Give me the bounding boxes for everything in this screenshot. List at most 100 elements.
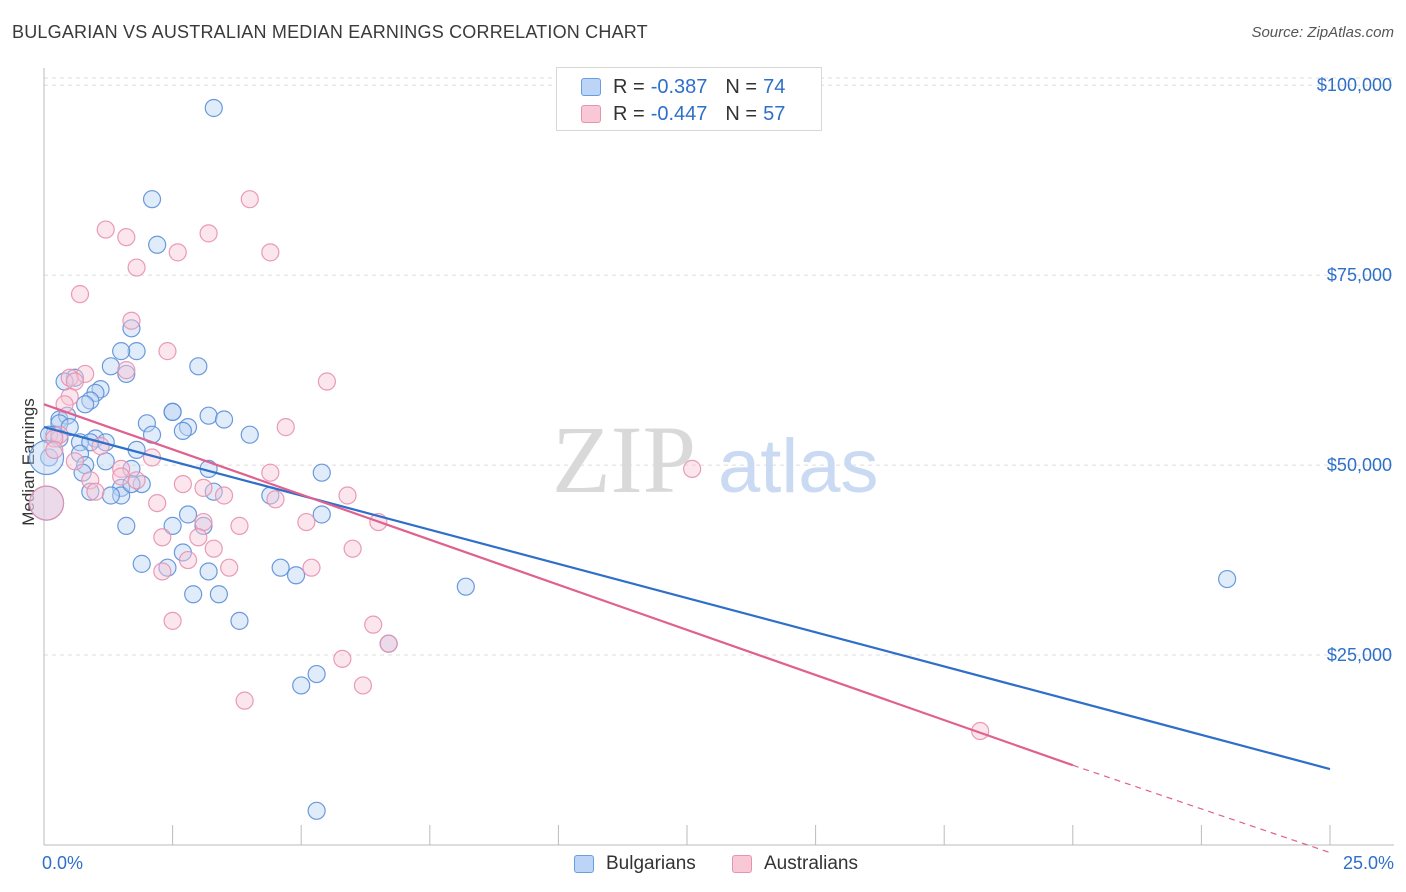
australians-point — [65, 452, 84, 471]
australians-point — [153, 528, 172, 547]
australians-point — [364, 615, 383, 634]
bulgarians-point — [307, 801, 326, 820]
australians-point — [189, 528, 208, 547]
watermark: ZIP atlas — [552, 406, 879, 513]
legend-n-value: 57 — [763, 102, 786, 125]
bulgarians-point — [76, 395, 95, 414]
australians-point — [148, 493, 167, 513]
bulgarians-point — [312, 505, 331, 524]
bulgarians-point — [230, 611, 249, 630]
legend-r-label: R = — [613, 102, 645, 125]
bottom-legend-label-australians: Australians — [764, 853, 858, 874]
legend-r-value: -0.447 — [650, 102, 708, 125]
bulgarians-point — [60, 418, 79, 437]
australians-point — [343, 539, 362, 558]
australians-point — [266, 490, 285, 509]
australians-point — [70, 285, 90, 304]
australians-point — [153, 562, 172, 581]
australians-point — [317, 372, 337, 391]
bulgarians-point — [307, 664, 326, 684]
australians-point — [333, 649, 352, 668]
bulgarians-point — [178, 505, 198, 524]
australians-point — [297, 512, 316, 532]
bulgarians-point — [292, 676, 311, 695]
australians-point — [28, 485, 65, 521]
bulgarians-point — [271, 558, 290, 577]
australians-point — [173, 474, 192, 494]
watermark-atlas: atlas — [718, 424, 879, 509]
australians-point — [168, 243, 187, 262]
source-label: Source: ZipAtlas.com — [1251, 24, 1394, 41]
australians-point — [45, 440, 64, 460]
gridlines — [44, 77, 1394, 656]
bulgarians-trend-line — [43, 426, 1331, 771]
australians-trend-extension — [1072, 764, 1331, 854]
australians-point — [55, 395, 74, 414]
bulgarians-point — [199, 406, 218, 425]
bottom-legend-swatch-blue — [574, 855, 594, 873]
bulgarians-point — [117, 364, 136, 384]
x-tick-labels: 0.0% 25.0% — [42, 853, 1394, 873]
x-tick-label-left: 0.0% — [42, 853, 83, 873]
y-tick-label: $75,000 — [1327, 265, 1392, 285]
bottom-legend-australians: Australians — [732, 852, 858, 876]
legend-row-australians: R = -0.447 N = 57 — [557, 101, 785, 127]
bulgarians-point — [204, 98, 223, 118]
bottom-legend-bulgarians: Bulgarians — [574, 852, 696, 876]
australians-point — [261, 243, 280, 262]
australians-point — [65, 372, 84, 391]
australians-trend-line — [43, 403, 1074, 767]
australians-point — [96, 220, 115, 239]
axes — [43, 68, 1394, 846]
australians-point — [230, 516, 249, 535]
australians-point — [235, 691, 254, 710]
bulgarians-point — [96, 452, 115, 471]
australians-point — [158, 342, 177, 361]
correlation-legend: R = -0.387 N = 74 R = -0.447 N = 57 — [556, 67, 822, 131]
bulgarians-point — [209, 585, 228, 604]
australians-point — [112, 459, 131, 478]
australians-point — [117, 361, 136, 380]
australians-point — [261, 463, 280, 482]
australians-point — [76, 364, 95, 384]
legend-r-label: R = — [613, 75, 645, 98]
bulgarians-point — [122, 459, 141, 478]
australians-point — [353, 676, 373, 695]
australians-point — [199, 224, 218, 243]
australians-point — [302, 558, 321, 577]
bulgarians-point — [65, 368, 84, 387]
australians-point — [81, 471, 100, 490]
australians-point — [379, 634, 398, 653]
bulgarians-point — [122, 319, 141, 338]
bulgarians-point — [1218, 569, 1237, 589]
bulgarians-point — [148, 235, 167, 254]
australians-point — [240, 190, 259, 209]
australians-point — [86, 482, 105, 501]
bulgarians-point — [199, 562, 218, 581]
australians-point — [117, 228, 136, 247]
bulgarians-point — [189, 357, 208, 376]
bulgarians-point — [101, 357, 120, 376]
australians-point — [127, 258, 146, 277]
bulgarians-point — [204, 482, 223, 501]
legend-r-value: -0.387 — [650, 75, 708, 98]
bulgarians-point — [101, 486, 120, 505]
bulgarians-point — [456, 577, 475, 596]
australians-point — [112, 467, 131, 486]
australians-point — [127, 471, 146, 490]
australians-point — [683, 459, 702, 478]
bulgarians-point — [163, 402, 182, 422]
australians-point — [204, 539, 223, 558]
bottom-legend-label-bulgarians: Bulgarians — [606, 853, 696, 874]
bulgarians-point — [112, 486, 131, 505]
bulgarians-point — [184, 585, 203, 604]
y-tick-label: $100,000 — [1317, 75, 1392, 95]
legend-n-label: N = — [725, 75, 758, 98]
bulgarians-point — [127, 342, 146, 361]
australians-point — [214, 486, 234, 505]
australians-point — [276, 418, 295, 437]
australians-point — [163, 611, 182, 630]
y-tick-label: $50,000 — [1327, 455, 1392, 475]
bulgarians-point — [112, 342, 131, 361]
